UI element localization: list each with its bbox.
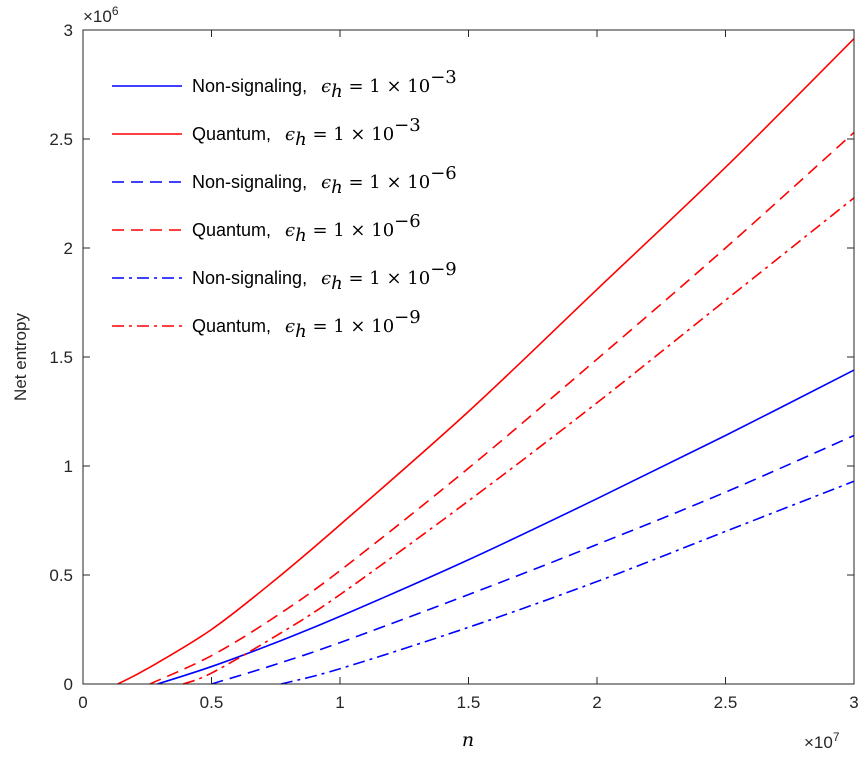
legend-epsilon: ϵ xyxy=(285,220,295,241)
legend-exponent: −3 xyxy=(430,67,457,88)
series-line-5 xyxy=(280,480,855,685)
series-line-1 xyxy=(157,369,855,685)
legend-equation: = 1 × 10 xyxy=(307,316,394,337)
x-tick-label: 0.5 xyxy=(200,693,224,712)
y-tick-label: 1.5 xyxy=(49,348,73,367)
legend-series-name: Non-signaling, xyxy=(192,76,307,96)
legend-equation: = 1 × 10 xyxy=(343,76,430,97)
legend-series-name: Quantum, xyxy=(192,316,271,336)
legend-entry-label: Quantum, ϵh = 1 × 10−3 xyxy=(192,115,421,150)
legend-equation: = 1 × 10 xyxy=(307,124,394,145)
y-tick-label: 2 xyxy=(64,239,73,258)
legend-series-name: Non-signaling, xyxy=(192,172,307,192)
legend-entry-label: Non-signaling, ϵh = 1 × 10−9 xyxy=(192,259,457,294)
x-exponent-power: 7 xyxy=(833,730,840,744)
legend-entry-label: Non-signaling, ϵh = 1 × 10−3 xyxy=(192,67,457,102)
legend-epsilon: ϵ xyxy=(285,124,295,145)
legend-equation: = 1 × 10 xyxy=(343,172,430,193)
legend-entry-label: Non-signaling, ϵh = 1 × 10−6 xyxy=(192,163,457,198)
x-tick-label: 2.5 xyxy=(714,693,738,712)
legend-series-name: Non-signaling, xyxy=(192,268,307,288)
series-layer xyxy=(117,38,855,685)
legend-epsilon: ϵ xyxy=(321,172,331,193)
legend-exponent: −3 xyxy=(394,115,421,136)
y-exponent-power: 6 xyxy=(112,4,119,18)
legend-exponent: −9 xyxy=(394,307,421,328)
y-tick-label: 3 xyxy=(64,21,73,40)
series-line-3 xyxy=(211,434,855,685)
x-exponent-base: ×10 xyxy=(804,733,833,752)
tick-layer: 0 0.5 1 1.5 2 2.5 3 0 0.5 1 1.5 2 2.5 3 xyxy=(49,21,858,712)
y-tick-label: 0.5 xyxy=(49,566,73,585)
legend-exponent: −6 xyxy=(394,211,421,232)
series-line-2 xyxy=(117,38,855,685)
y-exponent-base: ×10 xyxy=(83,7,112,26)
legend-subscript: h xyxy=(331,81,343,102)
x-exponent-label: ×107 xyxy=(804,730,840,752)
legend-series-name: Quantum, xyxy=(192,220,271,240)
legend-subscript: h xyxy=(331,273,343,294)
legend-subscript: h xyxy=(295,129,307,150)
legend-subscript: h xyxy=(295,321,307,342)
y-tick-label: 2.5 xyxy=(49,130,73,149)
x-tick-label: 1.5 xyxy=(457,693,481,712)
legend-exponent: −9 xyxy=(430,259,457,280)
y-tick-label: 0 xyxy=(64,675,73,694)
legend-subscript: h xyxy=(295,225,307,246)
series-line-4 xyxy=(149,131,855,685)
legend-exponent: −6 xyxy=(430,163,457,184)
legend-epsilon: ϵ xyxy=(285,316,295,337)
legend-equation: = 1 × 10 xyxy=(307,220,394,241)
x-tick-label: 2 xyxy=(592,693,601,712)
x-axis-label: n xyxy=(462,729,474,751)
y-axis-label: Net entropy xyxy=(11,313,30,401)
x-tick-label: 1 xyxy=(335,693,344,712)
legend-subscript: h xyxy=(331,177,343,198)
y-exponent-label: ×106 xyxy=(83,4,119,26)
legend-series-name: Quantum, xyxy=(192,124,271,144)
legend-epsilon: ϵ xyxy=(321,76,331,97)
y-tick-label: 1 xyxy=(64,457,73,476)
x-tick-label: 3 xyxy=(849,693,858,712)
plot-area xyxy=(83,30,854,684)
legend-epsilon: ϵ xyxy=(321,268,331,289)
x-tick-label: 0 xyxy=(78,693,87,712)
legend-equation: = 1 × 10 xyxy=(343,268,430,289)
legend-entry-label: Quantum, ϵh = 1 × 10−6 xyxy=(192,211,421,246)
legend-entry-label: Quantum, ϵh = 1 × 10−9 xyxy=(192,307,421,342)
plot-frame xyxy=(82,29,855,685)
